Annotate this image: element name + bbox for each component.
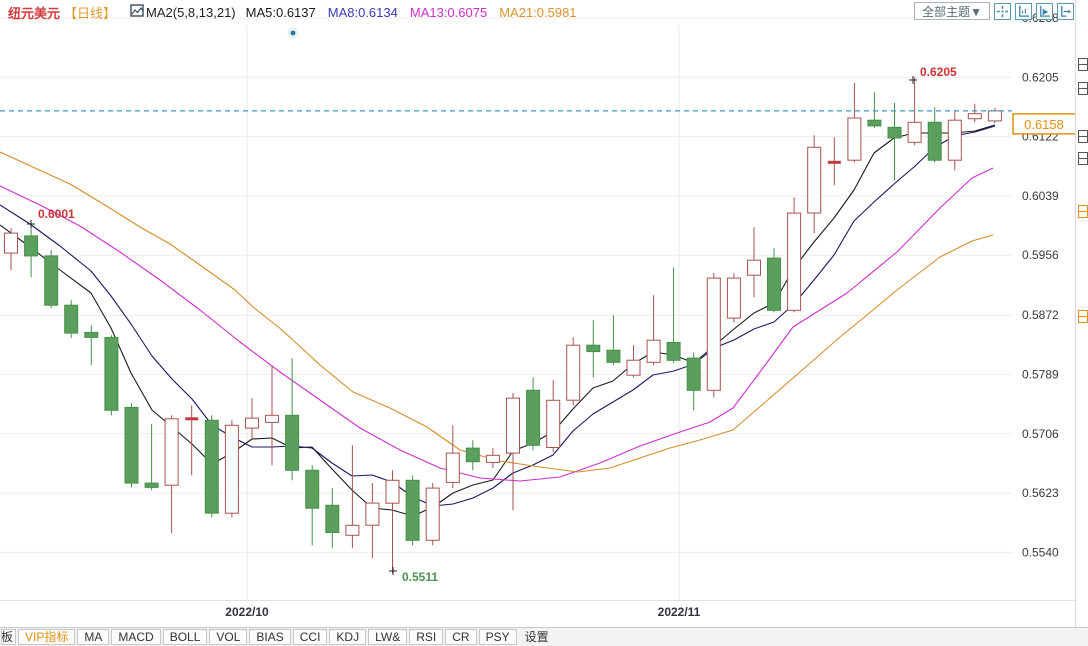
clipped-glyph-fragment [1078, 205, 1088, 218]
toolbar-tab-CR[interactable]: CR [445, 629, 477, 645]
toolbar-tab-BIAS[interactable]: BIAS [249, 629, 291, 645]
indicator-picture-icon [130, 4, 144, 20]
toolbar-tab-设置[interactable]: 设置 [524, 630, 549, 644]
ma-value-ma21: MA21:0.5981 [499, 4, 577, 20]
toolbar-tab-板[interactable]: 板 [1, 629, 16, 645]
ma-value-ma13: MA13:0.6075 [409, 4, 488, 20]
right-edge-panel [1075, 0, 1088, 627]
svg-text:0.5623: 0.5623 [1022, 486, 1059, 500]
clipped-glyph-fragment [1078, 82, 1088, 95]
toolbar-tab-MA[interactable]: MA [77, 629, 110, 645]
clipped-glyph-fragment [1078, 310, 1088, 323]
ma-legend-values: MA5:0.6137 MA8:0.6134 MA13:0.6075 MA21:0.59… [246, 5, 589, 20]
indicator-toolbar: 板 VIP指标 MA MACD BOLL VOL BIAS CCI KDJ LW& RSI CR PSY… [0, 627, 1088, 646]
axis-export-icon[interactable] [1057, 2, 1074, 20]
clipped-glyph-fragment [1078, 58, 1088, 71]
axis-scale-icon[interactable] [1015, 2, 1032, 20]
ma-value-ma8: MA8:0.6134 [327, 4, 398, 20]
svg-text:0.6205: 0.6205 [920, 65, 957, 79]
svg-text:0.6205: 0.6205 [1022, 70, 1059, 84]
svg-text:0.5872: 0.5872 [1022, 308, 1059, 322]
ma-value-ma5: MA5:0.6137 [245, 4, 316, 20]
crosshair-move-icon[interactable] [994, 2, 1011, 20]
svg-text:0.5706: 0.5706 [1022, 427, 1059, 441]
toolbar-tab-MACD[interactable]: MACD [111, 629, 161, 645]
period-label: 【日线】 [64, 5, 117, 21]
svg-text:0.6039: 0.6039 [1022, 189, 1059, 203]
svg-text:0.5956: 0.5956 [1022, 248, 1059, 262]
toolbar-tab-CCI[interactable]: CCI [292, 629, 328, 645]
svg-text:0.6001: 0.6001 [38, 207, 75, 221]
axis-play-icon[interactable] [1036, 2, 1053, 20]
toolbar-tab-VOL[interactable]: VOL [209, 629, 248, 645]
toolbar-tab-VIP指标[interactable]: VIP指标 [18, 629, 76, 645]
toolbar-tab-PSY[interactable]: PSY [478, 629, 517, 645]
toolbar-tab-LW&[interactable]: LW& [368, 629, 408, 645]
ma-group-label: MA2(5,8,13,21) [146, 4, 236, 20]
svg-text:0.6158: 0.6158 [1024, 117, 1064, 132]
svg-text:2022/11: 2022/11 [658, 605, 701, 619]
chart-header: 纽元美元 【日线】 MA2(5,8,13,21) MA5:0.6137 MA8:0… [0, 0, 1088, 24]
toolbar-tab-KDJ[interactable]: KDJ [329, 629, 367, 645]
toolbar-tab-RSI[interactable]: RSI [409, 629, 444, 645]
clipped-glyph-fragment [1078, 152, 1088, 165]
theme-dropdown[interactable]: 全部主题▼ [914, 2, 990, 20]
svg-text:2022/10: 2022/10 [225, 605, 269, 619]
toolbar-tab-BOLL[interactable]: BOLL [162, 629, 208, 645]
symbol-name: 纽元美元 [8, 5, 61, 21]
candlestick-chart[interactable]: 0.62880.62050.61220.60390.59560.58720.57… [0, 0, 1088, 627]
clipped-glyph-fragment [1078, 130, 1088, 143]
svg-text:0.5511: 0.5511 [402, 570, 438, 584]
svg-text:0.5789: 0.5789 [1022, 368, 1059, 382]
svg-text:0.5540: 0.5540 [1022, 545, 1059, 559]
